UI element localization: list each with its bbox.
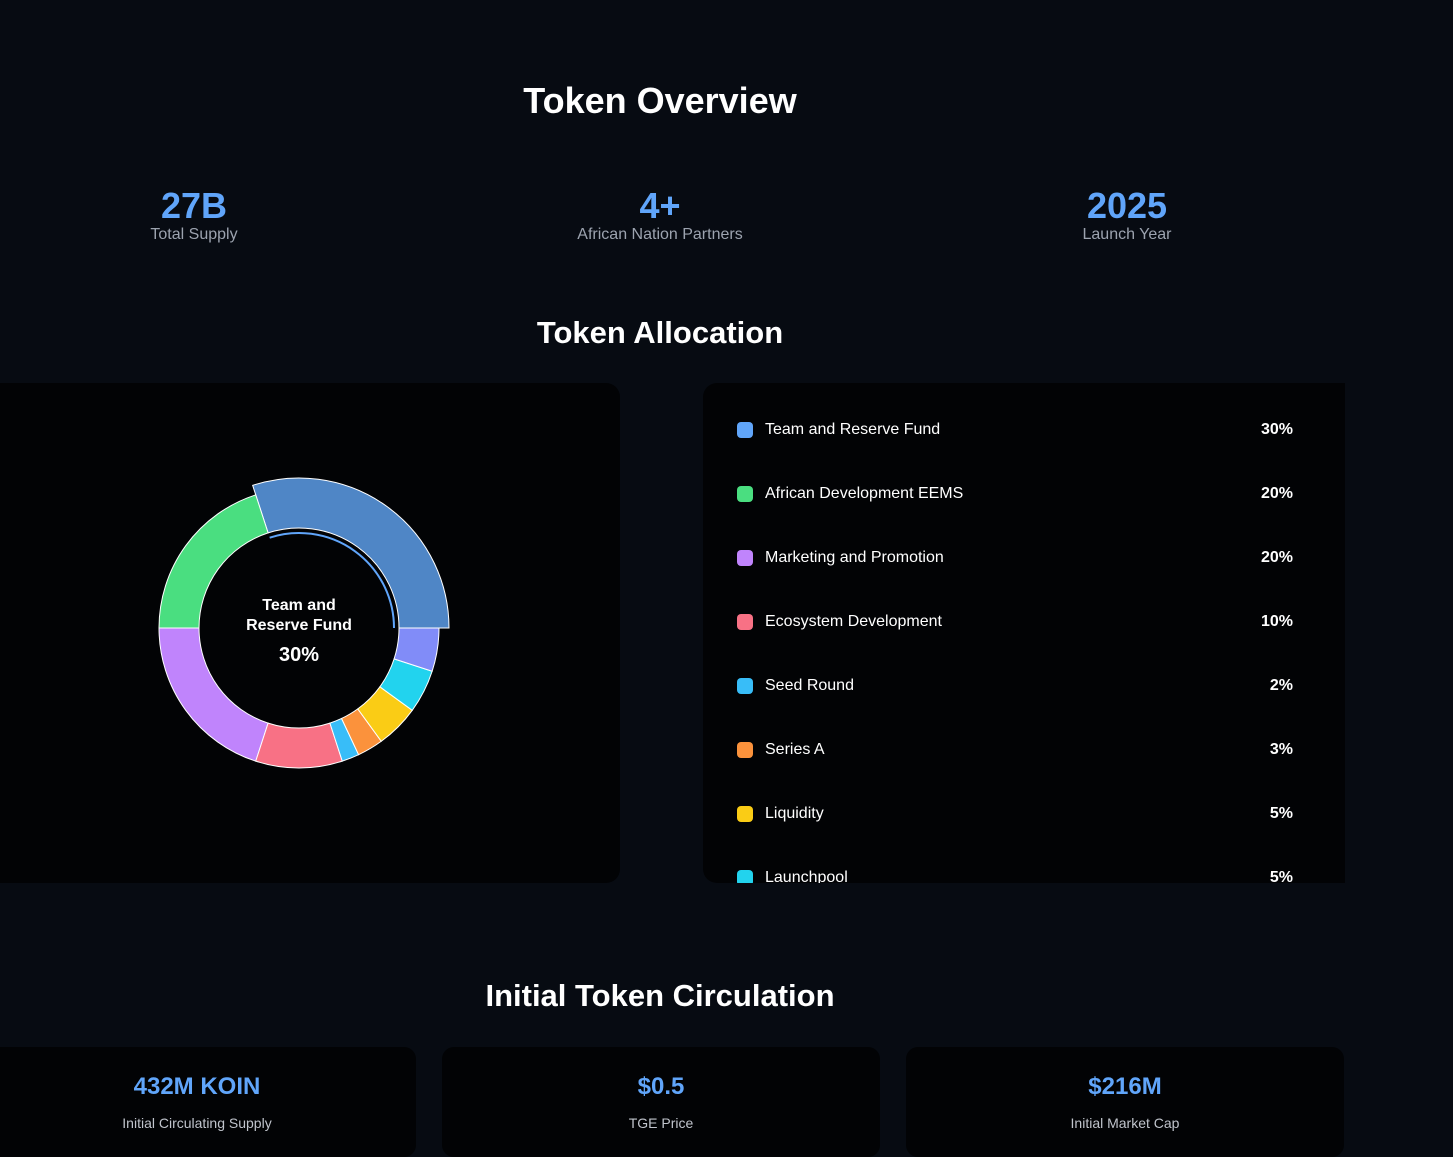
donut-segment: [252, 477, 450, 629]
donut-segment: [255, 722, 343, 769]
legend-item[interactable]: Liquidity 5%: [703, 782, 1345, 846]
legend-item[interactable]: Launchpool 5%: [703, 846, 1345, 883]
chart-panel: [0, 383, 620, 883]
stat-value: 2025: [1086, 185, 1168, 226]
donut-chart: Team and Reserve Fund 30%: [158, 477, 450, 769]
legend-name: Launchpool: [765, 869, 848, 883]
card-label: Initial Circulating Supply: [122, 1115, 272, 1131]
legend-name: Marketing and Promotion: [765, 549, 944, 566]
legend-value: 3%: [1269, 741, 1293, 758]
legend-name: Team and Reserve Fund: [765, 421, 941, 438]
legend-swatch: [737, 614, 753, 630]
stat: 2025 Launch Year: [947, 186, 1307, 244]
legend-name: Liquidity: [765, 805, 824, 822]
legend-name: Seed Round: [765, 677, 854, 694]
legend-swatch: [737, 550, 753, 566]
legend-value: 5%: [1269, 805, 1293, 822]
legend-item[interactable]: Series A 3%: [703, 718, 1345, 782]
legend-item[interactable]: Team and Reserve Fund 30%: [703, 398, 1345, 462]
legend-swatch: [737, 486, 753, 502]
legend-list[interactable]: Team and Reserve Fund 30% African Developm…: [703, 383, 1345, 883]
legend-item[interactable]: Seed Round 2%: [703, 654, 1345, 718]
card-value: $216M: [1088, 1073, 1162, 1100]
donut-segment: [393, 627, 440, 672]
legend-item[interactable]: African Development EEMS 20%: [703, 462, 1345, 526]
legend-swatch: [737, 870, 753, 883]
card-label: Initial Market Cap: [1070, 1115, 1180, 1131]
legend-name: Ecosystem Development: [765, 613, 942, 630]
center-label: Team and Reserve Fund: [246, 597, 352, 634]
legend-value: 20%: [1260, 549, 1293, 566]
legend-name: African Development EEMS: [765, 485, 964, 502]
highlight-arc: [269, 532, 395, 629]
stat-value: 4+: [639, 185, 681, 226]
page-title: Token Overview: [523, 80, 797, 121]
legend-swatch: [737, 678, 753, 694]
card-value: 432M KOIN: [133, 1073, 261, 1100]
stat: 27B Total Supply: [14, 186, 374, 244]
legend-item[interactable]: Ecosystem Development 10%: [703, 590, 1345, 654]
legend-value: 10%: [1260, 613, 1293, 630]
stat-card: $216M Initial Market Cap: [906, 1047, 1344, 1157]
legend-item[interactable]: Marketing and Promotion 20%: [703, 526, 1345, 590]
legend-value: 20%: [1260, 485, 1293, 502]
stat-value: 27B: [160, 185, 228, 226]
stat-card: 432M KOIN Initial Circulating Supply: [0, 1047, 416, 1157]
legend-swatch: [737, 422, 753, 438]
donut-segment: [158, 494, 269, 629]
center-value: 30%: [279, 644, 319, 666]
legend-name: Series A: [765, 741, 825, 758]
stat-card: $0.5 TGE Price: [442, 1047, 880, 1157]
legend-value: 5%: [1269, 869, 1293, 883]
legend-swatch: [737, 806, 753, 822]
legend-value: 30%: [1260, 421, 1293, 438]
legend-value: 2%: [1269, 677, 1293, 694]
stat-label: Total Supply: [150, 226, 238, 243]
section-title: Token Allocation: [536, 315, 784, 350]
stat-label: African Nation Partners: [577, 226, 743, 243]
legend-swatch: [737, 742, 753, 758]
donut-segment: [158, 627, 269, 762]
stat-label: Launch Year: [1082, 226, 1172, 243]
section-title: Initial Token Circulation: [485, 978, 835, 1013]
stat: 4+ African Nation Partners: [480, 186, 840, 244]
card-value: $0.5: [637, 1073, 685, 1100]
card-label: TGE Price: [628, 1115, 694, 1131]
